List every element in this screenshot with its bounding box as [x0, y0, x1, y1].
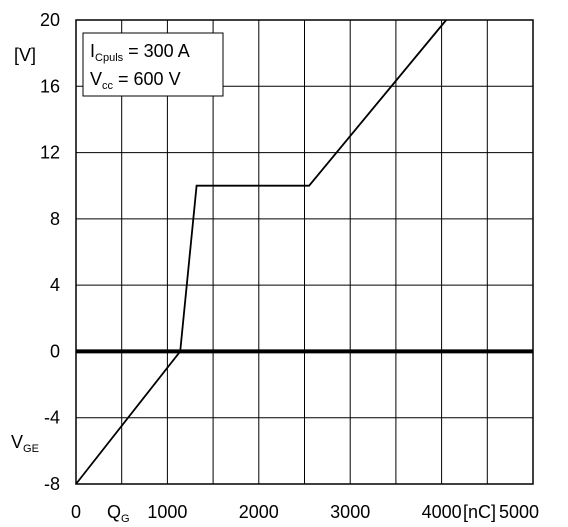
x-tick-label: 3000 — [330, 502, 370, 522]
x-tick-label: 4000 — [422, 502, 462, 522]
plot-frame — [75, 19, 534, 485]
x-axis-label: QG — [107, 502, 130, 525]
y-tick-label: 0 — [50, 341, 60, 361]
y-tick-label: 20 — [40, 10, 60, 30]
annotation-box — [82, 32, 224, 97]
y-tick-labels: -8 -4 0 4 8 12 16 20 — [40, 10, 60, 494]
x-tick-labels: 0 1000 2000 3000 4000 5000 — [71, 502, 539, 522]
x-unit-label: [nC] — [463, 502, 496, 522]
y-tick-label: 16 — [40, 76, 60, 96]
x-tick-label: 5000 — [499, 502, 539, 522]
y-tick-label: -4 — [44, 408, 60, 428]
y-axis-label: VGE — [11, 432, 39, 455]
y-tick-label: -8 — [44, 474, 60, 494]
y-tick-label: 8 — [50, 209, 60, 229]
annotation-current: ICpuls = 300 A — [90, 41, 190, 64]
y-tick-label: 12 — [40, 143, 60, 163]
series-line — [75, 19, 447, 485]
y-unit-label: [V] — [14, 45, 36, 65]
x-tick-label: 2000 — [239, 502, 279, 522]
x-tick-label: 1000 — [147, 502, 187, 522]
y-tick-label: 4 — [50, 275, 60, 295]
annotation-voltage: Vcc = 600 V — [90, 69, 181, 92]
x-tick-label: 0 — [71, 502, 81, 522]
